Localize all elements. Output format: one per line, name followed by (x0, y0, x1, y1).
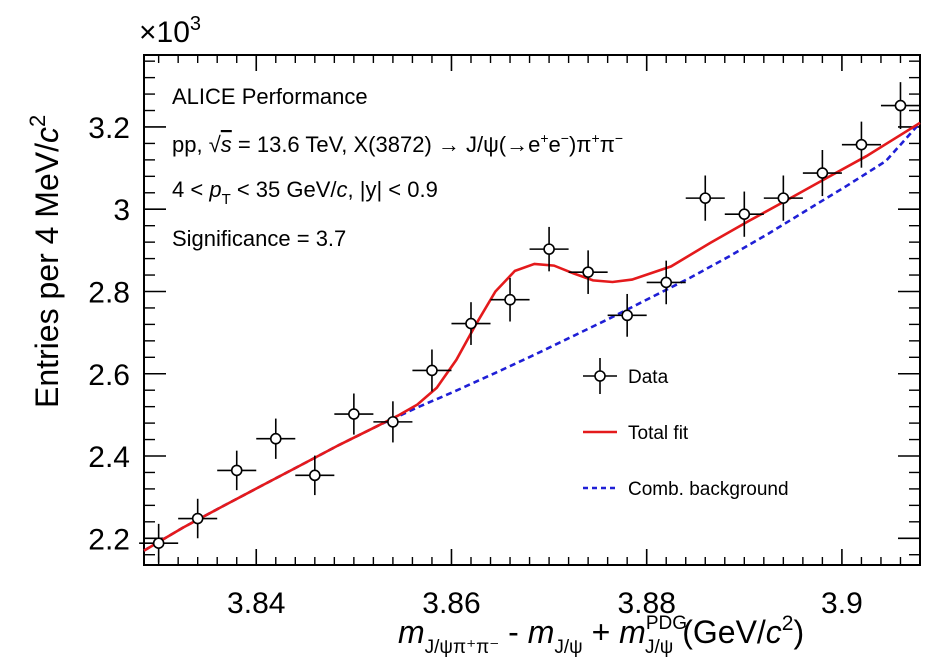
y-tick-label: 2.6 (88, 359, 130, 392)
data-marker (855, 138, 868, 151)
y-axis-title: Entries per 4 MeV/c2 (25, 115, 65, 408)
data-point (295, 455, 335, 496)
data-marker (504, 293, 516, 306)
x-tick-label: 3.84 (227, 587, 285, 620)
total-fit-line (143, 121, 921, 552)
data-point (529, 226, 569, 272)
data-point (880, 82, 920, 130)
comb-background-line (143, 122, 921, 552)
data-marker (152, 537, 165, 550)
data-marker (465, 317, 477, 330)
collision-label: pp, √s = 13.6 TeV, X(3872) → J/ψ(→e+e−)π… (172, 130, 623, 157)
data-marker (426, 364, 438, 377)
data-marker (543, 243, 555, 255)
data-marker (191, 512, 204, 525)
x-tick-label: 3.86 (422, 587, 480, 620)
legend: Data Total fit Comb. background (583, 358, 789, 500)
legend-label-fit: Total fit (628, 423, 689, 444)
data-marker (582, 266, 594, 278)
legend-label-background: Comb. background (628, 479, 789, 500)
y-tick-label: 2.2 (88, 523, 130, 556)
legend-label-data: Data (628, 367, 669, 388)
y-multiplier: ×103 (139, 13, 201, 49)
background-curve (143, 122, 921, 552)
data-marker (621, 309, 633, 322)
data-point (412, 349, 452, 392)
data-marker (894, 99, 907, 112)
data-point (178, 498, 218, 539)
plot-frame (143, 54, 921, 566)
data-point (217, 450, 257, 491)
data-marker (230, 464, 243, 477)
legend-marker-data (583, 358, 617, 394)
data-point (451, 302, 491, 345)
x-axis-title: mJ/ψπ⁺π⁻ - mJ/ψ + mPDG J/ψ (GeV/c2) (398, 612, 804, 658)
data-marker (660, 276, 673, 289)
data-point (841, 121, 881, 168)
data-point (490, 277, 530, 322)
fit-curve (143, 121, 921, 552)
y-tick-label: 2.4 (88, 441, 130, 474)
data-point (763, 175, 803, 221)
experiment-label: ALICE Performance (172, 84, 368, 109)
x-tick-label: 3.88 (617, 587, 675, 620)
y-axis: 2.2 2.4 2.6 2.8 3 3.2 (88, 60, 920, 556)
x-tick-label: 3.9 (821, 587, 863, 620)
data-point (568, 250, 608, 294)
data-marker (269, 432, 282, 445)
data-point (685, 175, 725, 221)
data-point (724, 191, 764, 237)
data-point (334, 393, 374, 435)
y-tick-label: 2.8 (88, 276, 130, 309)
x-axis: 3.84 3.86 3.88 3.9 (157, 55, 921, 620)
data-marker (738, 208, 751, 220)
data-marker (309, 469, 321, 482)
y-tick-label: 3 (113, 194, 130, 227)
data-point (256, 418, 296, 459)
data-point (139, 523, 179, 563)
y-tick-label: 3.2 (88, 112, 130, 145)
data-point (607, 293, 647, 337)
data-marker (816, 167, 829, 179)
data-marker (699, 192, 712, 204)
data-series (139, 82, 920, 563)
significance-label: Significance = 3.7 (172, 226, 346, 251)
data-marker (348, 408, 360, 420)
data-marker (777, 192, 790, 204)
data-point (373, 401, 413, 443)
pt-range-label: 4 < pT < 35 GeV/c, |y| < 0.9 (172, 177, 438, 208)
data-marker (387, 416, 399, 428)
data-point (646, 260, 686, 305)
data-point (802, 150, 842, 197)
